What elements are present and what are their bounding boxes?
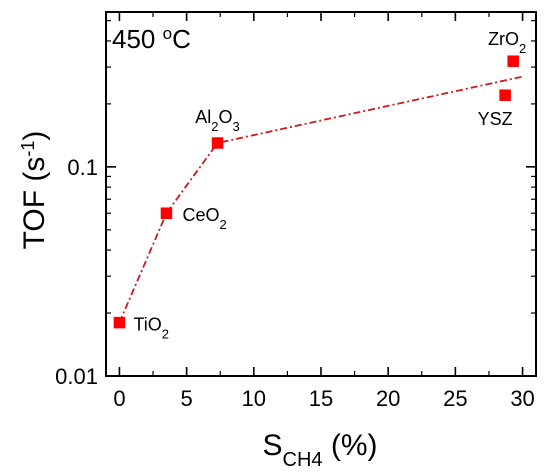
data-point [499, 89, 511, 101]
data-point [211, 137, 224, 149]
temperature-annotation: 450 oC [112, 24, 191, 55]
point-label: ZrO2 [488, 29, 526, 56]
trend-line-group [118, 75, 523, 323]
x-tick-label: 0 [113, 386, 125, 411]
x-tick-label: 25 [443, 386, 467, 411]
point-label: CeO2 [182, 205, 226, 232]
point-label: TiO2 [133, 315, 169, 342]
x-tick-label: 10 [242, 386, 266, 411]
point-label: YSZ [478, 109, 513, 129]
x-axis-ticks: 0 5 10 15 20 25 30 [113, 12, 535, 411]
point-label: Al2O3 [195, 107, 240, 134]
point-labels: TiO2 CeO2 Al2O3 YSZ ZrO2 [133, 29, 526, 341]
x-tick-label: 5 [181, 386, 193, 411]
y-axis-title: TOF (s-1) [18, 131, 51, 250]
x-tick-label: 20 [376, 386, 400, 411]
y-tick-label: 0.01 [55, 364, 98, 389]
trend-line [118, 75, 523, 323]
data-points [113, 55, 519, 329]
x-axis-title: SCH4 (%) [262, 429, 377, 471]
x-tick-label: 30 [510, 386, 534, 411]
x-tick-label: 15 [309, 386, 333, 411]
data-point [113, 316, 126, 329]
y-tick-label: 0.1 [67, 155, 98, 180]
plot-border [105, 11, 537, 377]
plot-frame [105, 11, 537, 377]
data-point [507, 55, 519, 67]
y-axis-ticks: 0.01 0.1 [55, 20, 536, 389]
data-point [160, 207, 173, 219]
